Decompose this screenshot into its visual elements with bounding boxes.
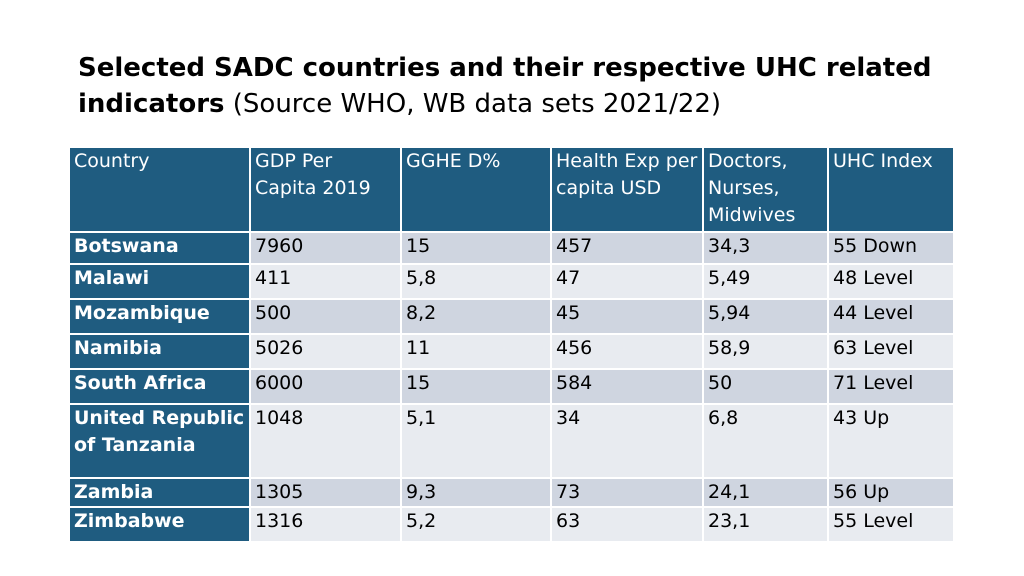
header-country: Country — [70, 148, 251, 233]
country-cell: United Republic of Tanzania — [70, 404, 251, 479]
header-doctors: Doctors, Nurses, Midwives — [703, 148, 829, 233]
doctors-cell: 50 — [703, 369, 829, 405]
gghe-cell: 5,1 — [401, 404, 552, 479]
uhc-index-cell: 43 Up — [828, 404, 955, 479]
country-cell: Malawi — [70, 264, 251, 300]
gghe-cell: 5,8 — [401, 264, 552, 300]
gdp-cell: 1305 — [250, 478, 402, 508]
header-gdp: GDP Per Capita 2019 — [250, 148, 402, 233]
country-cell: Botswana — [70, 232, 251, 265]
table-row: Namibia 5026 11 456 58,9 63 Level — [70, 334, 955, 370]
table-row: Zambia 1305 9,3 73 24,1 56 Up — [70, 478, 955, 508]
uhc-index-cell: 71 Level — [828, 369, 955, 405]
gghe-cell: 15 — [401, 232, 552, 265]
table-row: Malawi 411 5,8 47 5,49 48 Level — [70, 264, 955, 300]
table-row: United Republic of Tanzania 1048 5,1 34 … — [70, 404, 955, 479]
header-gghe: GGHE D% — [401, 148, 552, 233]
doctors-cell: 58,9 — [703, 334, 829, 370]
slide-title: Selected SADC countries and their respec… — [78, 50, 978, 122]
gghe-cell: 5,2 — [401, 507, 552, 543]
gghe-cell: 9,3 — [401, 478, 552, 508]
header-uhc-index: UHC Index — [828, 148, 955, 233]
doctors-cell: 34,3 — [703, 232, 829, 265]
gdp-cell: 5026 — [250, 334, 402, 370]
health-exp-cell: 73 — [551, 478, 704, 508]
health-exp-cell: 63 — [551, 507, 704, 543]
header-health-exp: Health Exp per capita USD — [551, 148, 704, 233]
table-row: South Africa 6000 15 584 50 71 Level — [70, 369, 955, 405]
health-exp-cell: 456 — [551, 334, 704, 370]
health-exp-cell: 584 — [551, 369, 704, 405]
doctors-cell: 24,1 — [703, 478, 829, 508]
gghe-cell: 11 — [401, 334, 552, 370]
gdp-cell: 411 — [250, 264, 402, 300]
health-exp-cell: 34 — [551, 404, 704, 479]
table-row: Zimbabwe 1316 5,2 63 23,1 55 Level — [70, 507, 955, 543]
table-header-row: Country GDP Per Capita 2019 GGHE D% Heal… — [70, 148, 955, 233]
gghe-cell: 8,2 — [401, 299, 552, 335]
health-exp-cell: 45 — [551, 299, 704, 335]
title-main: Selected SADC countries and their respec… — [78, 53, 932, 119]
gdp-cell: 1048 — [250, 404, 402, 479]
uhc-index-cell: 55 Down — [828, 232, 955, 265]
uhc-index-cell: 55 Level — [828, 507, 955, 543]
uhc-index-cell: 63 Level — [828, 334, 955, 370]
doctors-cell: 6,8 — [703, 404, 829, 479]
uhc-index-cell: 48 Level — [828, 264, 955, 300]
uhc-indicators-table: Country GDP Per Capita 2019 GGHE D% Heal… — [70, 148, 955, 543]
doctors-cell: 5,94 — [703, 299, 829, 335]
country-cell: Namibia — [70, 334, 251, 370]
gdp-cell: 500 — [250, 299, 402, 335]
doctors-cell: 5,49 — [703, 264, 829, 300]
health-exp-cell: 457 — [551, 232, 704, 265]
gdp-cell: 1316 — [250, 507, 402, 543]
table-row: Mozambique 500 8,2 45 5,94 44 Level — [70, 299, 955, 335]
gdp-cell: 6000 — [250, 369, 402, 405]
title-source: (Source WHO, WB data sets 2021/22) — [232, 89, 722, 119]
health-exp-cell: 47 — [551, 264, 704, 300]
table-row: Botswana 7960 15 457 34,3 55 Down — [70, 232, 955, 265]
gdp-cell: 7960 — [250, 232, 402, 265]
doctors-cell: 23,1 — [703, 507, 829, 543]
gghe-cell: 15 — [401, 369, 552, 405]
country-cell: South Africa — [70, 369, 251, 405]
country-cell: Zimbabwe — [70, 507, 251, 543]
uhc-index-cell: 56 Up — [828, 478, 955, 508]
country-cell: Mozambique — [70, 299, 251, 335]
country-cell: Zambia — [70, 478, 251, 508]
uhc-index-cell: 44 Level — [828, 299, 955, 335]
